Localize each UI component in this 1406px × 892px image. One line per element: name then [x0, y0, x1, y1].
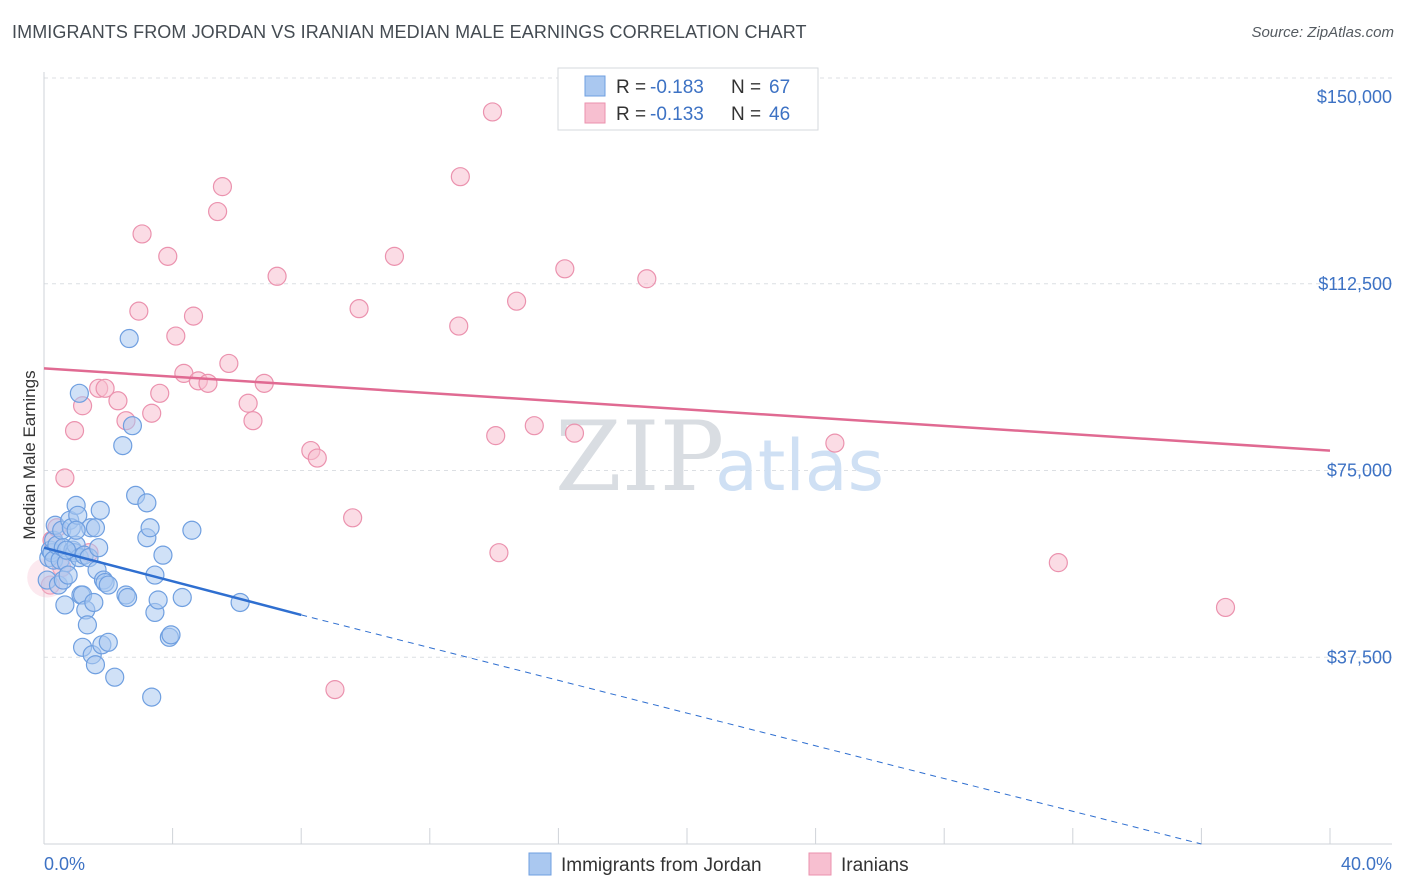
jordan-point — [84, 592, 104, 613]
jordan-trendline — [43, 546, 302, 617]
bottom-legend-label-iran: Iranians — [841, 855, 909, 876]
iran-point — [449, 316, 469, 336]
iran-point — [564, 423, 585, 443]
iran-point — [307, 448, 327, 468]
y-tick-label: $150,000 — [1317, 87, 1392, 107]
iran-point — [55, 468, 75, 488]
legend-r-value-iran: -0.133 — [650, 104, 704, 125]
jordan-point — [89, 538, 109, 558]
iran-point — [212, 177, 233, 197]
chart-title: IMMIGRANTS FROM JORDAN VS IRANIAN MEDIAN… — [12, 22, 807, 42]
iran-point — [158, 246, 178, 266]
jordan-point — [161, 625, 181, 645]
iran-point — [166, 326, 186, 346]
stats-legend: R = -0.183 N = 67 R = -0.133 N = 46 — [557, 67, 819, 131]
y-tick-labels: $37,500 $75,000 $112,500 $150,000 — [1317, 87, 1392, 667]
iran-point — [64, 421, 85, 441]
jordan-points — [37, 328, 250, 707]
iran-point — [637, 269, 657, 289]
iran-point — [325, 680, 345, 700]
iran-point — [555, 259, 575, 279]
iran-point — [219, 353, 239, 374]
iran-point — [825, 433, 845, 453]
jordan-point — [148, 590, 168, 610]
x-tick-marks — [43, 828, 1331, 844]
iran-point — [198, 373, 218, 393]
y-axis-label: Median Male Earnings — [20, 370, 39, 539]
legend-n-label-iran: N = — [731, 104, 761, 125]
jordan-point — [119, 328, 139, 349]
iran-point — [208, 201, 228, 222]
watermark-zip: ZIP — [555, 401, 724, 513]
bottom-legend-label-jordan: Immigrants from Jordan — [561, 855, 762, 876]
iran-point — [450, 167, 470, 187]
iran-point — [129, 301, 149, 321]
iran-point — [343, 508, 363, 528]
legend-r-label-iran: R = — [616, 104, 646, 125]
iran-point — [524, 416, 544, 436]
jordan-point — [113, 436, 133, 456]
bottom-legend-swatch-jordan — [528, 852, 552, 876]
legend-swatch-jordan — [584, 75, 606, 97]
jordan-point — [105, 667, 125, 687]
iran-point — [238, 393, 258, 413]
iran-point — [486, 426, 506, 446]
legend-r-value-jordan: -0.183 — [650, 77, 704, 98]
y-tick-label: $37,500 — [1327, 647, 1392, 667]
bottom-legend: Immigrants from Jordan Iranians — [528, 852, 909, 876]
iran-point — [108, 391, 128, 411]
iran-point — [482, 102, 503, 122]
jordan-trendline-extension — [301, 614, 1202, 845]
jordan-point — [85, 655, 106, 675]
iranians-points — [27, 102, 1236, 700]
jordan-point — [137, 493, 157, 513]
legend-n-value-iran: 46 — [769, 104, 790, 125]
y-tick-label: $75,000 — [1327, 461, 1392, 481]
jordan-point — [77, 615, 98, 635]
iran-point — [132, 224, 152, 244]
iran-point — [489, 543, 509, 563]
watermark-atlas: atlas — [715, 425, 884, 507]
jordan-point — [122, 416, 143, 436]
jordan-point — [98, 575, 118, 595]
jordan-point — [66, 520, 86, 540]
trendlines — [43, 367, 1331, 845]
legend-n-value-jordan: 67 — [769, 77, 790, 98]
jordan-point — [69, 383, 89, 403]
x-tick-label-min: 0.0% — [44, 854, 85, 874]
iran-point — [150, 383, 170, 403]
y-tick-label: $112,500 — [1318, 274, 1392, 294]
jordan-point — [90, 500, 110, 520]
jordan-point — [117, 587, 138, 608]
watermark: ZIP atlas — [555, 401, 884, 513]
bottom-legend-swatch-iran — [808, 852, 832, 876]
iran-point — [95, 378, 115, 398]
iran-point — [384, 246, 405, 266]
iran-point — [142, 403, 162, 423]
source-credit: Source: ZipAtlas.com — [1251, 24, 1394, 41]
iran-point — [267, 266, 287, 286]
iran-point — [507, 291, 527, 311]
iran-point — [243, 411, 263, 431]
jordan-point — [142, 687, 162, 707]
iran-point — [1048, 553, 1068, 573]
jordan-point — [58, 565, 78, 585]
gridlines — [44, 77, 1392, 658]
jordan-point — [182, 520, 202, 540]
jordan-point — [85, 518, 106, 538]
x-tick-label-max: 40.0% — [1341, 854, 1392, 874]
iran-trendline — [43, 367, 1331, 452]
legend-r-label-jordan: R = — [616, 77, 646, 98]
jordan-point — [98, 632, 118, 652]
legend-swatch-iran — [584, 102, 606, 124]
iran-point — [183, 306, 204, 326]
jordan-point — [153, 545, 173, 565]
jordan-point — [140, 518, 160, 538]
iran-point — [349, 299, 369, 319]
jordan-point — [55, 595, 75, 615]
iran-point — [1215, 597, 1236, 618]
jordan-point — [172, 587, 192, 608]
legend-n-label-jordan: N = — [731, 77, 761, 98]
